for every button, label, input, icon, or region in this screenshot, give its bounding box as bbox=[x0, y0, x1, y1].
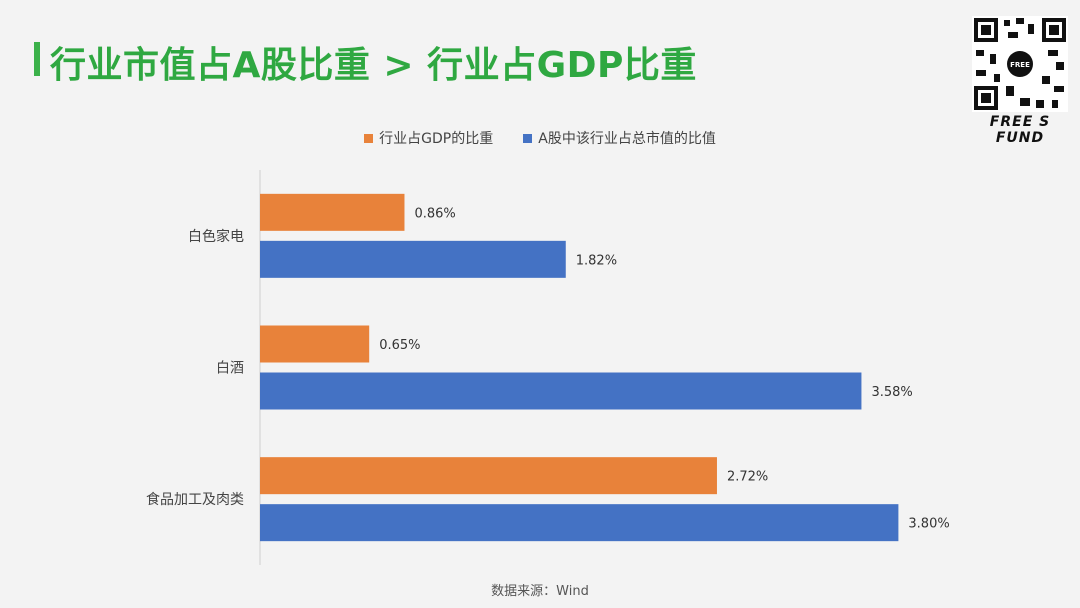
category-label: 白色家电 bbox=[188, 228, 244, 245]
legend-label-mktcap: A股中该行业占总市值的比值 bbox=[538, 131, 716, 147]
data-label: 0.86% bbox=[414, 206, 455, 221]
data-label: 3.58% bbox=[871, 385, 912, 400]
bar-mktcap bbox=[260, 372, 862, 410]
category-label: 食品加工及肉类 bbox=[146, 491, 244, 508]
data-label: 3.80% bbox=[908, 517, 949, 532]
legend-item-gdp: 行业占GDP的比重 bbox=[364, 128, 493, 148]
legend-swatch-gdp bbox=[364, 133, 374, 143]
bar-mktcap bbox=[260, 240, 566, 278]
svg-text:FREE: FREE bbox=[1010, 61, 1030, 69]
bar-gdp bbox=[260, 457, 717, 495]
data-label: 1.82% bbox=[576, 253, 617, 268]
legend-swatch-mktcap bbox=[523, 133, 533, 143]
category-label: 白酒 bbox=[216, 361, 244, 377]
legend-label-gdp: 行业占GDP的比重 bbox=[379, 131, 494, 147]
qr-code-logo: FREE bbox=[972, 16, 1068, 112]
logo-text: FREE S FUND bbox=[989, 114, 1051, 146]
title-accent-bar bbox=[34, 42, 40, 76]
data-label: 2.72% bbox=[727, 470, 768, 485]
bar-gdp bbox=[260, 325, 370, 363]
bar-mktcap bbox=[260, 504, 899, 542]
data-label: 0.65% bbox=[379, 338, 420, 353]
chart-legend: 行业占GDP的比重 A股中该行业占总市值的比值 bbox=[0, 128, 1080, 148]
legend-item-mktcap: A股中该行业占总市值的比值 bbox=[523, 128, 716, 148]
bar-gdp bbox=[260, 193, 405, 231]
page-title: 行业市值占A股比重 > 行业占GDP比重 bbox=[50, 45, 697, 86]
source-note: 数据来源：Wind bbox=[491, 584, 589, 599]
